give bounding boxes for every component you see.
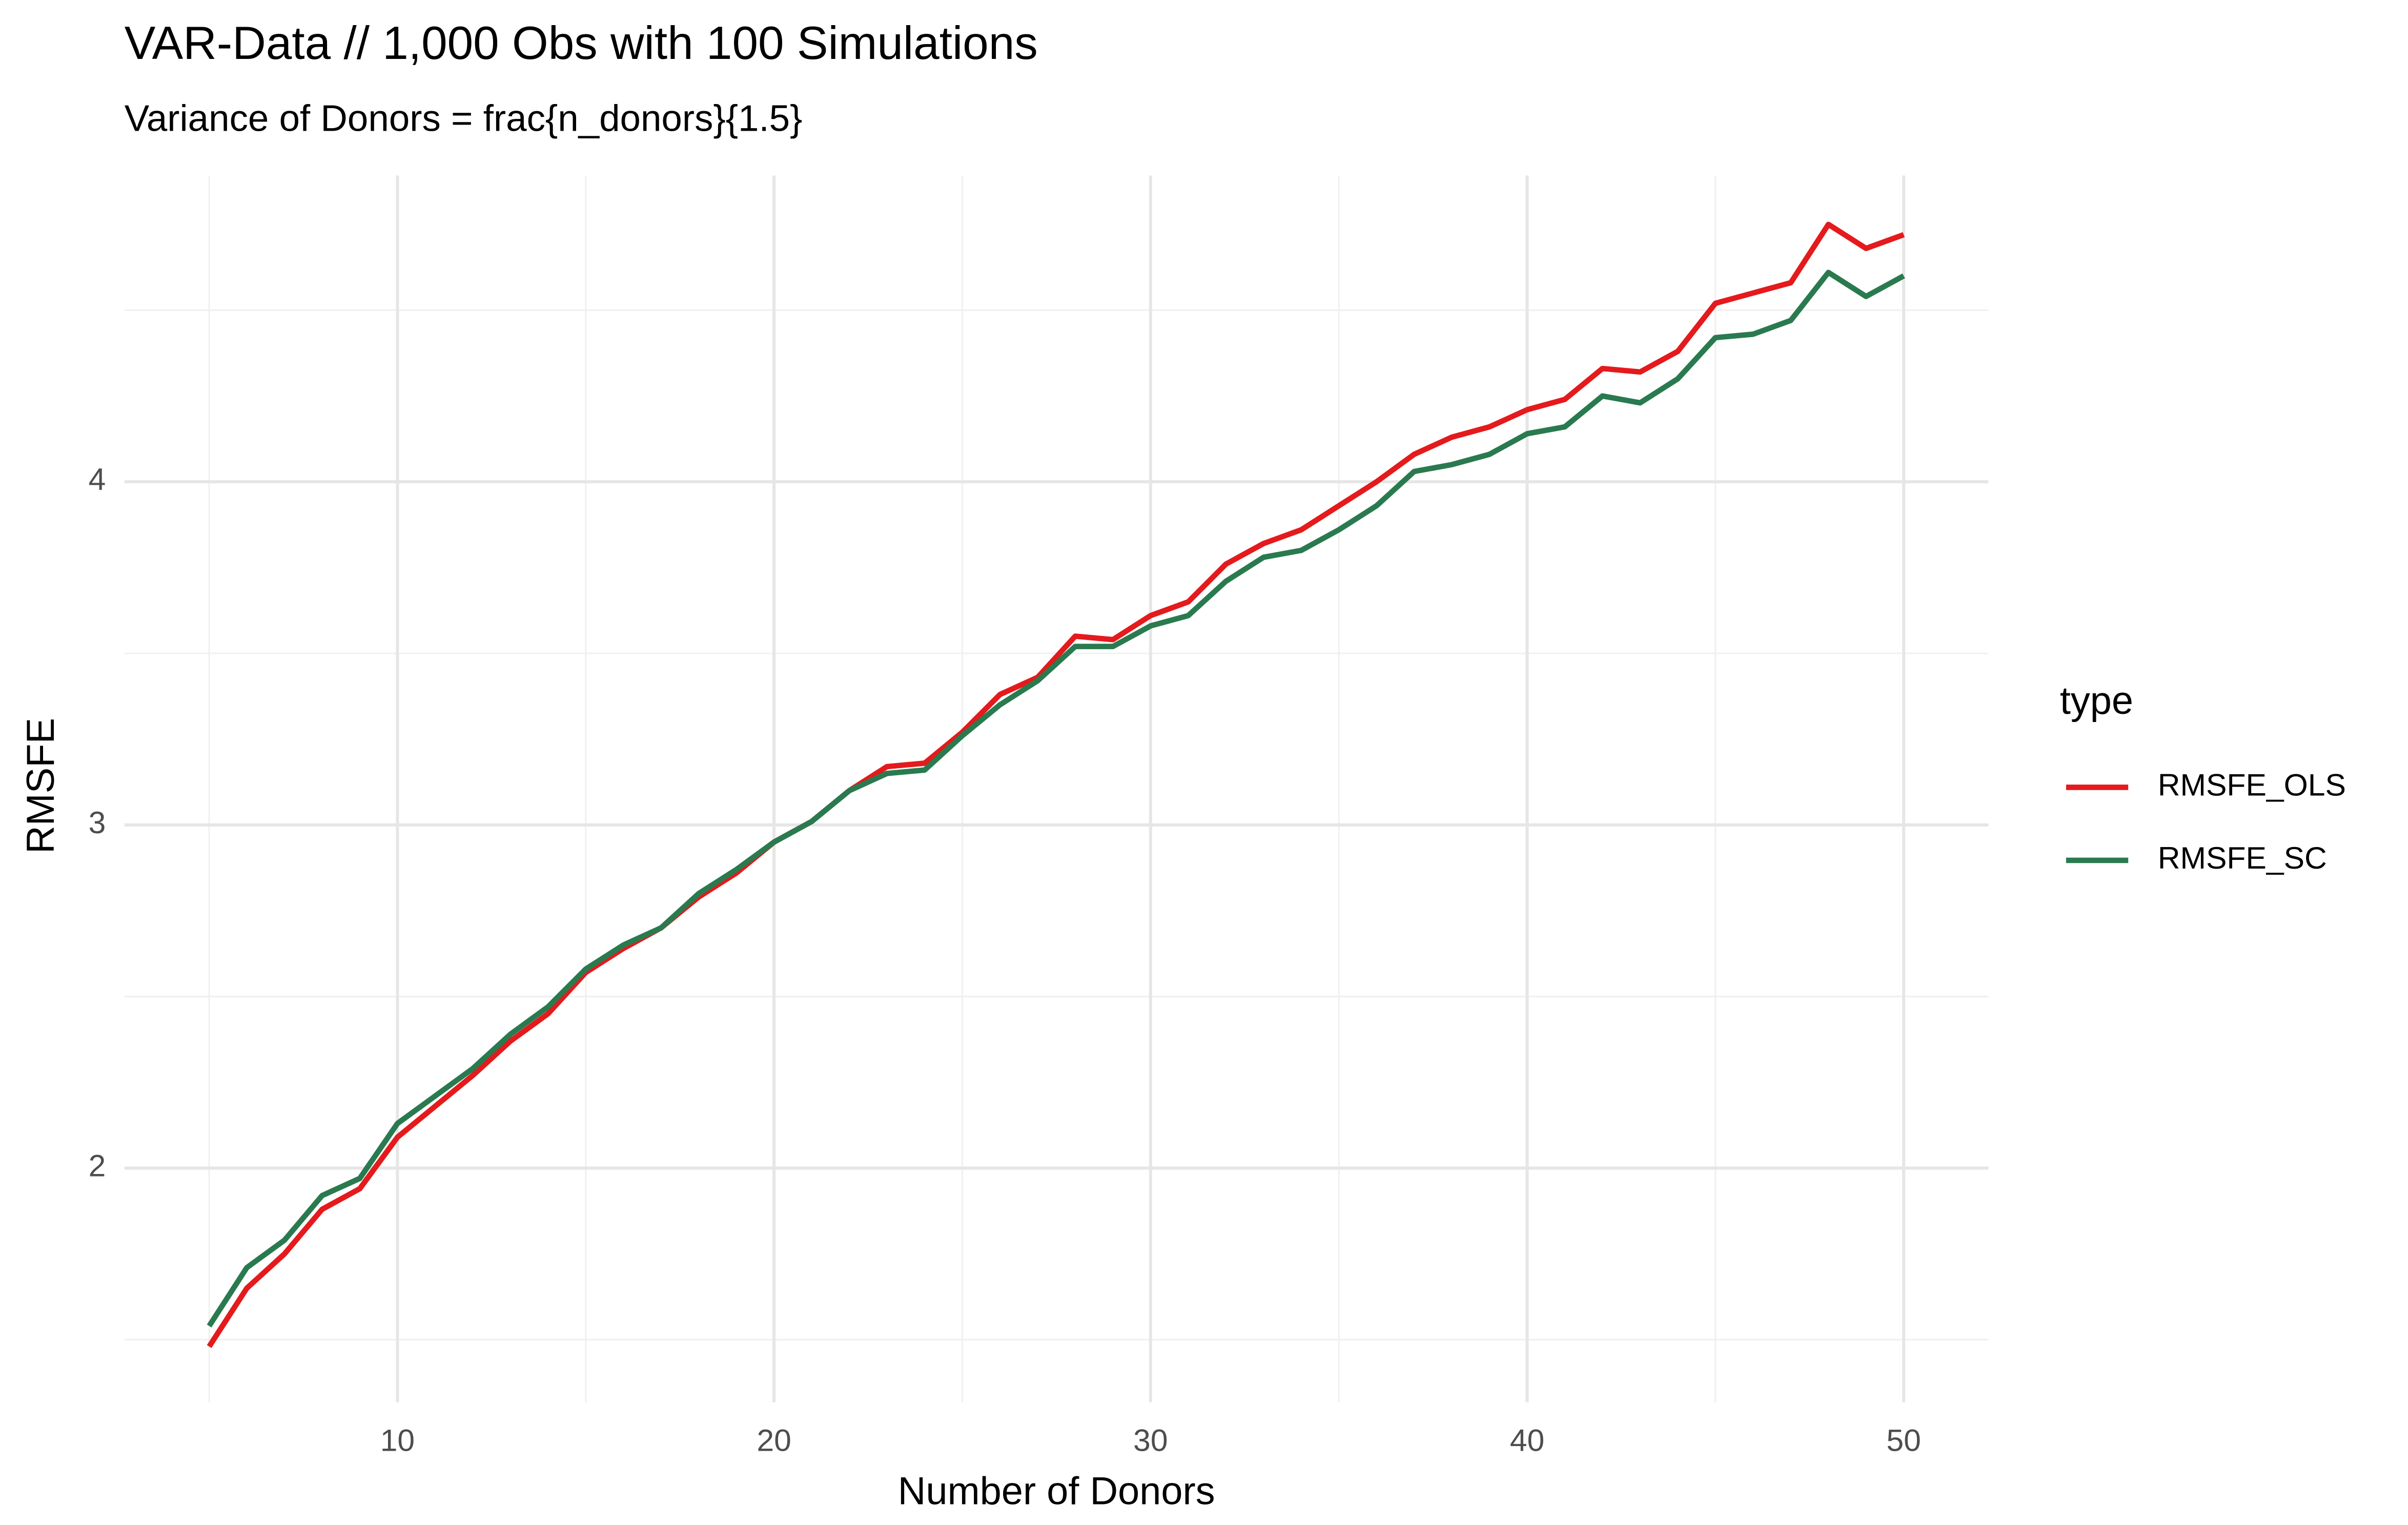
x-tick-label: 30 bbox=[1133, 1423, 1168, 1457]
series-line bbox=[207, 221, 1905, 1348]
chart-subtitle: Variance of Donors = frac{n_donors}{1.5} bbox=[125, 98, 803, 139]
y-tick-label: 4 bbox=[89, 462, 106, 497]
y-axis-label: RMSFE bbox=[19, 718, 63, 854]
chart-title: VAR-Data // 1,000 Obs with 100 Simulatio… bbox=[125, 17, 1038, 69]
x-tick-label: 40 bbox=[1510, 1423, 1544, 1457]
legend-label: RMSFE_SC bbox=[2158, 840, 2327, 875]
x-tick-label: 50 bbox=[1886, 1423, 1921, 1457]
legend-title: type bbox=[2060, 679, 2133, 723]
y-tick-label: 2 bbox=[89, 1148, 106, 1183]
series-line bbox=[207, 270, 1905, 1328]
x-tick-label: 20 bbox=[757, 1423, 791, 1457]
x-axis-label: Number of Donors bbox=[898, 1469, 1215, 1513]
y-tick-label: 3 bbox=[89, 805, 106, 840]
x-tick-label: 10 bbox=[380, 1423, 415, 1457]
legend-label: RMSFE_OLS bbox=[2158, 768, 2346, 802]
